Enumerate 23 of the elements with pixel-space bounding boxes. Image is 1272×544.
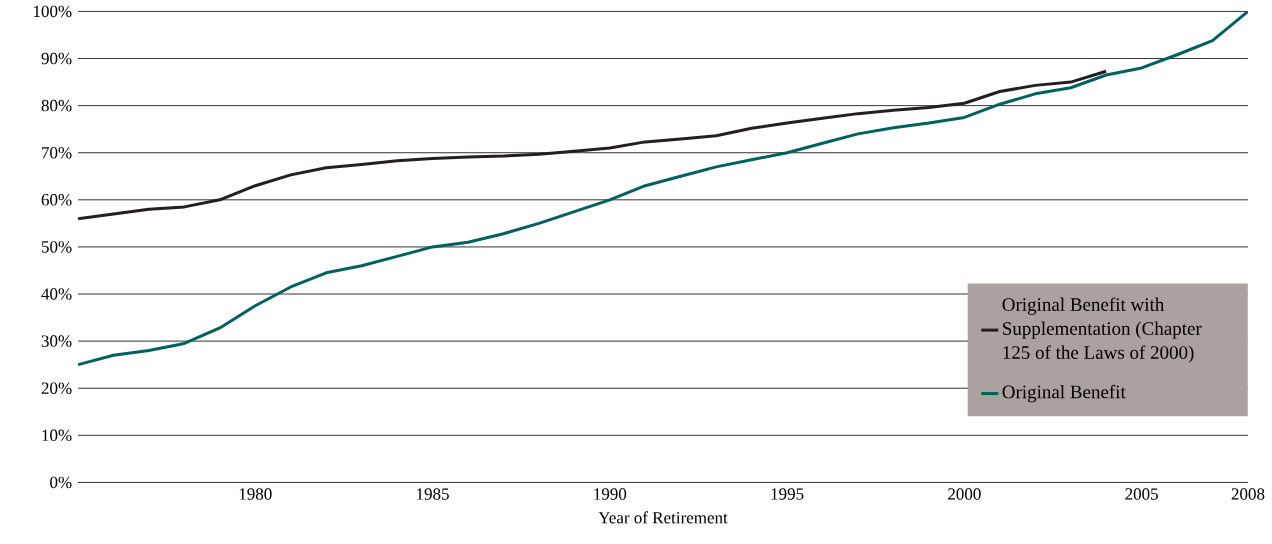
y-tick-label: 70% xyxy=(42,146,72,159)
y-tick-label: 100% xyxy=(33,5,72,17)
x-tick-label: 2000 xyxy=(948,488,981,500)
x-tick-label: 1980 xyxy=(239,488,272,500)
y-tick-label: 20% xyxy=(41,382,72,394)
x-tick-label: 2005 xyxy=(1125,488,1158,500)
y-tick-label: 50% xyxy=(41,240,72,253)
line-series xyxy=(78,69,1108,220)
legend-label: Original Benefit with Supplementation (Chapter 125 of the Laws of 2000) xyxy=(1002,297,1202,363)
line-series xyxy=(78,11,1248,366)
y-tick-label: 80% xyxy=(41,99,72,112)
y-tick-label: 90% xyxy=(41,52,72,65)
x-tick-label: 1990 xyxy=(594,488,627,500)
y-tick-label: 60% xyxy=(41,193,72,206)
x-tick-label: 2008 xyxy=(1231,488,1265,500)
y-tick-label: 30% xyxy=(41,335,72,347)
x-tick-label: 1985 xyxy=(417,488,449,500)
legend-label: Original Benefit xyxy=(1002,384,1126,403)
y-tick-label: 10% xyxy=(42,429,72,441)
y-tick-label: 40% xyxy=(41,288,72,300)
x-tick-label: 1995 xyxy=(771,488,804,500)
y-tick-label: 0% xyxy=(50,476,72,488)
x-axis-title: Year of Retirement xyxy=(598,511,728,524)
